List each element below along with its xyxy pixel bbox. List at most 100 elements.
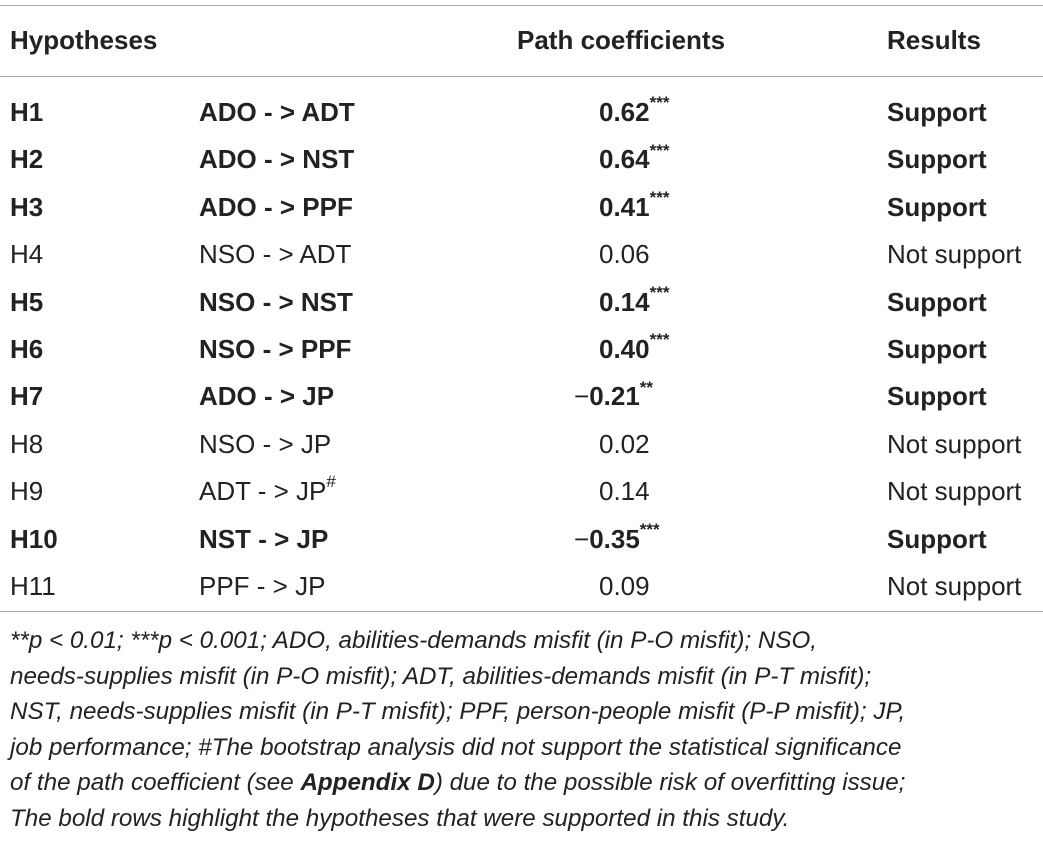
hypothesis-result: Support	[887, 333, 987, 364]
table-bottom-rule	[0, 611, 1043, 612]
footnote-text: of the path coefficient (see	[10, 769, 301, 797]
significance-stars: ***	[649, 140, 670, 160]
hypothesis-path: ADO - > ADT	[199, 89, 355, 136]
table-row: H9 ADT - > JP# 0.14 Not support	[0, 468, 1043, 515]
hypothesis-id: H8	[10, 428, 44, 459]
path-coefficient: 0.62***	[599, 89, 669, 136]
footnote-line: of the path coefficient (see Appendix D)…	[10, 765, 1038, 801]
hypothesis-id: H6	[10, 333, 44, 364]
table-body: H1 ADO - > ADT 0.62*** Support H2 ADO - > NST…	[0, 89, 1043, 610]
path-footnote-mark: #	[326, 472, 336, 492]
hypothesis-path: NST - > JP	[199, 516, 328, 563]
footnote-line: **p < 0.01; ***p < 0.001; ADO, abilities…	[10, 627, 818, 654]
hypothesis-result: Not support	[887, 428, 1022, 459]
coefficient-value: 0.64	[599, 144, 650, 175]
footnote-text: ) due to the possible risk of overfittin…	[434, 769, 906, 797]
table-row: H6 NSO - > PPF 0.40*** Support	[0, 326, 1043, 373]
hypothesis-id: H4	[10, 239, 44, 270]
footnote-line: needs-supplies misfit (in P-O misfit); A…	[10, 662, 872, 690]
path-text: NSO - > PPF	[199, 333, 352, 364]
path-coefficient: 0.02	[599, 421, 650, 468]
coefficient-value: 0.06	[599, 239, 650, 270]
coefficient-value: 0.02	[599, 428, 650, 459]
path-coefficient: 0.14	[599, 468, 650, 515]
hypothesis-path: ADO - > NST	[199, 136, 354, 183]
hypothesis-path: NSO - > NST	[199, 279, 353, 326]
path-coefficient: 0.64***	[599, 136, 669, 183]
coefficient-value: 0.09	[599, 570, 650, 601]
appendix-d-link[interactable]: Appendix D	[300, 769, 435, 797]
hypothesis-result: Support	[887, 286, 987, 317]
footnote-line: The bold rows highlight the hypotheses t…	[10, 804, 790, 832]
significance-stars: ***	[649, 330, 670, 350]
path-coefficient: 0.40***	[599, 326, 669, 373]
path-text: ADO - > NST	[199, 144, 355, 175]
table-row: H5 NSO - > NST 0.14*** Support	[0, 279, 1043, 326]
header-path-coefficients: Path coefficients	[517, 25, 726, 55]
table-header-rule	[0, 76, 1043, 77]
path-text: ADO - > PPF	[199, 191, 353, 222]
hypothesis-path: ADT - > JP#	[199, 468, 336, 515]
path-text: ADO - > JP	[199, 381, 335, 412]
path-coefficient: 0.09	[599, 563, 650, 610]
hypothesis-result: Not support	[887, 570, 1022, 601]
hypothesis-path: ADO - > JP	[199, 373, 334, 420]
table-row: H1 ADO - > ADT 0.62*** Support	[0, 89, 1043, 136]
hypothesis-result: Support	[887, 144, 987, 175]
header-results: Results	[887, 25, 981, 55]
hypothesis-result: Not support	[887, 476, 1022, 507]
table-row: H2 ADO - > NST 0.64*** Support	[0, 136, 1043, 183]
coefficient-sign: −	[574, 381, 590, 412]
path-text: NSO - > ADT	[199, 239, 352, 270]
hypothesis-id: H9	[10, 476, 44, 507]
table-row: H10 NST - > JP −0.35*** Support	[0, 516, 1043, 563]
hypothesis-result: Support	[887, 191, 987, 222]
coefficient-value: 0.14	[599, 286, 650, 317]
hypothesis-id: H1	[10, 97, 44, 127]
path-coefficient: −0.35***	[574, 516, 660, 563]
footnote-line: job performance; #The bootstrap analysis…	[10, 733, 902, 761]
path-coefficient: 0.06	[599, 231, 650, 278]
coefficient-value: 0.62	[599, 97, 650, 127]
path-text: ADO - > ADT	[199, 97, 355, 127]
table-row: H11 PPF - > JP 0.09 Not support	[0, 563, 1043, 610]
significance-stars: ***	[649, 93, 670, 113]
path-text: NST - > JP	[199, 523, 329, 554]
table-top-rule	[0, 5, 1043, 6]
hypothesis-path: NSO - > JP	[199, 421, 331, 468]
hypothesis-id: H11	[10, 570, 56, 601]
significance-stars: ***	[639, 519, 660, 539]
hypothesis-path: PPF - > JP	[199, 563, 325, 610]
coefficient-value: 0.21	[589, 381, 640, 412]
coefficient-value: 0.35	[589, 523, 640, 554]
hypothesis-id: H10	[10, 523, 58, 554]
path-text: PPF - > JP	[199, 570, 326, 601]
hypothesis-id: H3	[10, 191, 44, 222]
path-text: NSO - > JP	[199, 428, 332, 459]
hypothesis-result: Support	[887, 97, 987, 127]
table-row: H8 NSO - > JP 0.02 Not support	[0, 421, 1043, 468]
header-hypotheses: Hypotheses	[10, 25, 158, 55]
footnote-line: NST, needs-supplies misfit (in P-T misfi…	[10, 698, 906, 726]
table-header: Hypotheses Path coefficients Results	[0, 20, 1043, 60]
path-coefficient: 0.41***	[599, 184, 669, 231]
path-text: ADT - > JP	[199, 476, 327, 507]
table-footnote: **p < 0.01; ***p < 0.001; ADO, abilities…	[10, 623, 1038, 837]
path-coefficient: −0.21**	[574, 373, 653, 420]
path-text: NSO - > NST	[199, 286, 353, 317]
hypothesis-id: H2	[10, 144, 44, 175]
table-row: H3 ADO - > PPF 0.41*** Support	[0, 184, 1043, 231]
hypothesis-path: ADO - > PPF	[199, 184, 353, 231]
coefficient-sign: −	[574, 523, 590, 554]
hypothesis-path: NSO - > PPF	[199, 326, 351, 373]
coefficient-value: 0.14	[599, 476, 650, 507]
hypothesis-result: Support	[887, 523, 987, 554]
hypothesis-id: H7	[10, 381, 44, 412]
hypothesis-result: Not support	[887, 239, 1022, 270]
significance-stars: ***	[649, 282, 670, 302]
significance-stars: ***	[649, 188, 670, 208]
hypothesis-id: H5	[10, 286, 44, 317]
hypothesis-result: Support	[887, 381, 987, 412]
coefficient-value: 0.41	[599, 191, 650, 222]
table-row: H7 ADO - > JP −0.21** Support	[0, 373, 1043, 420]
